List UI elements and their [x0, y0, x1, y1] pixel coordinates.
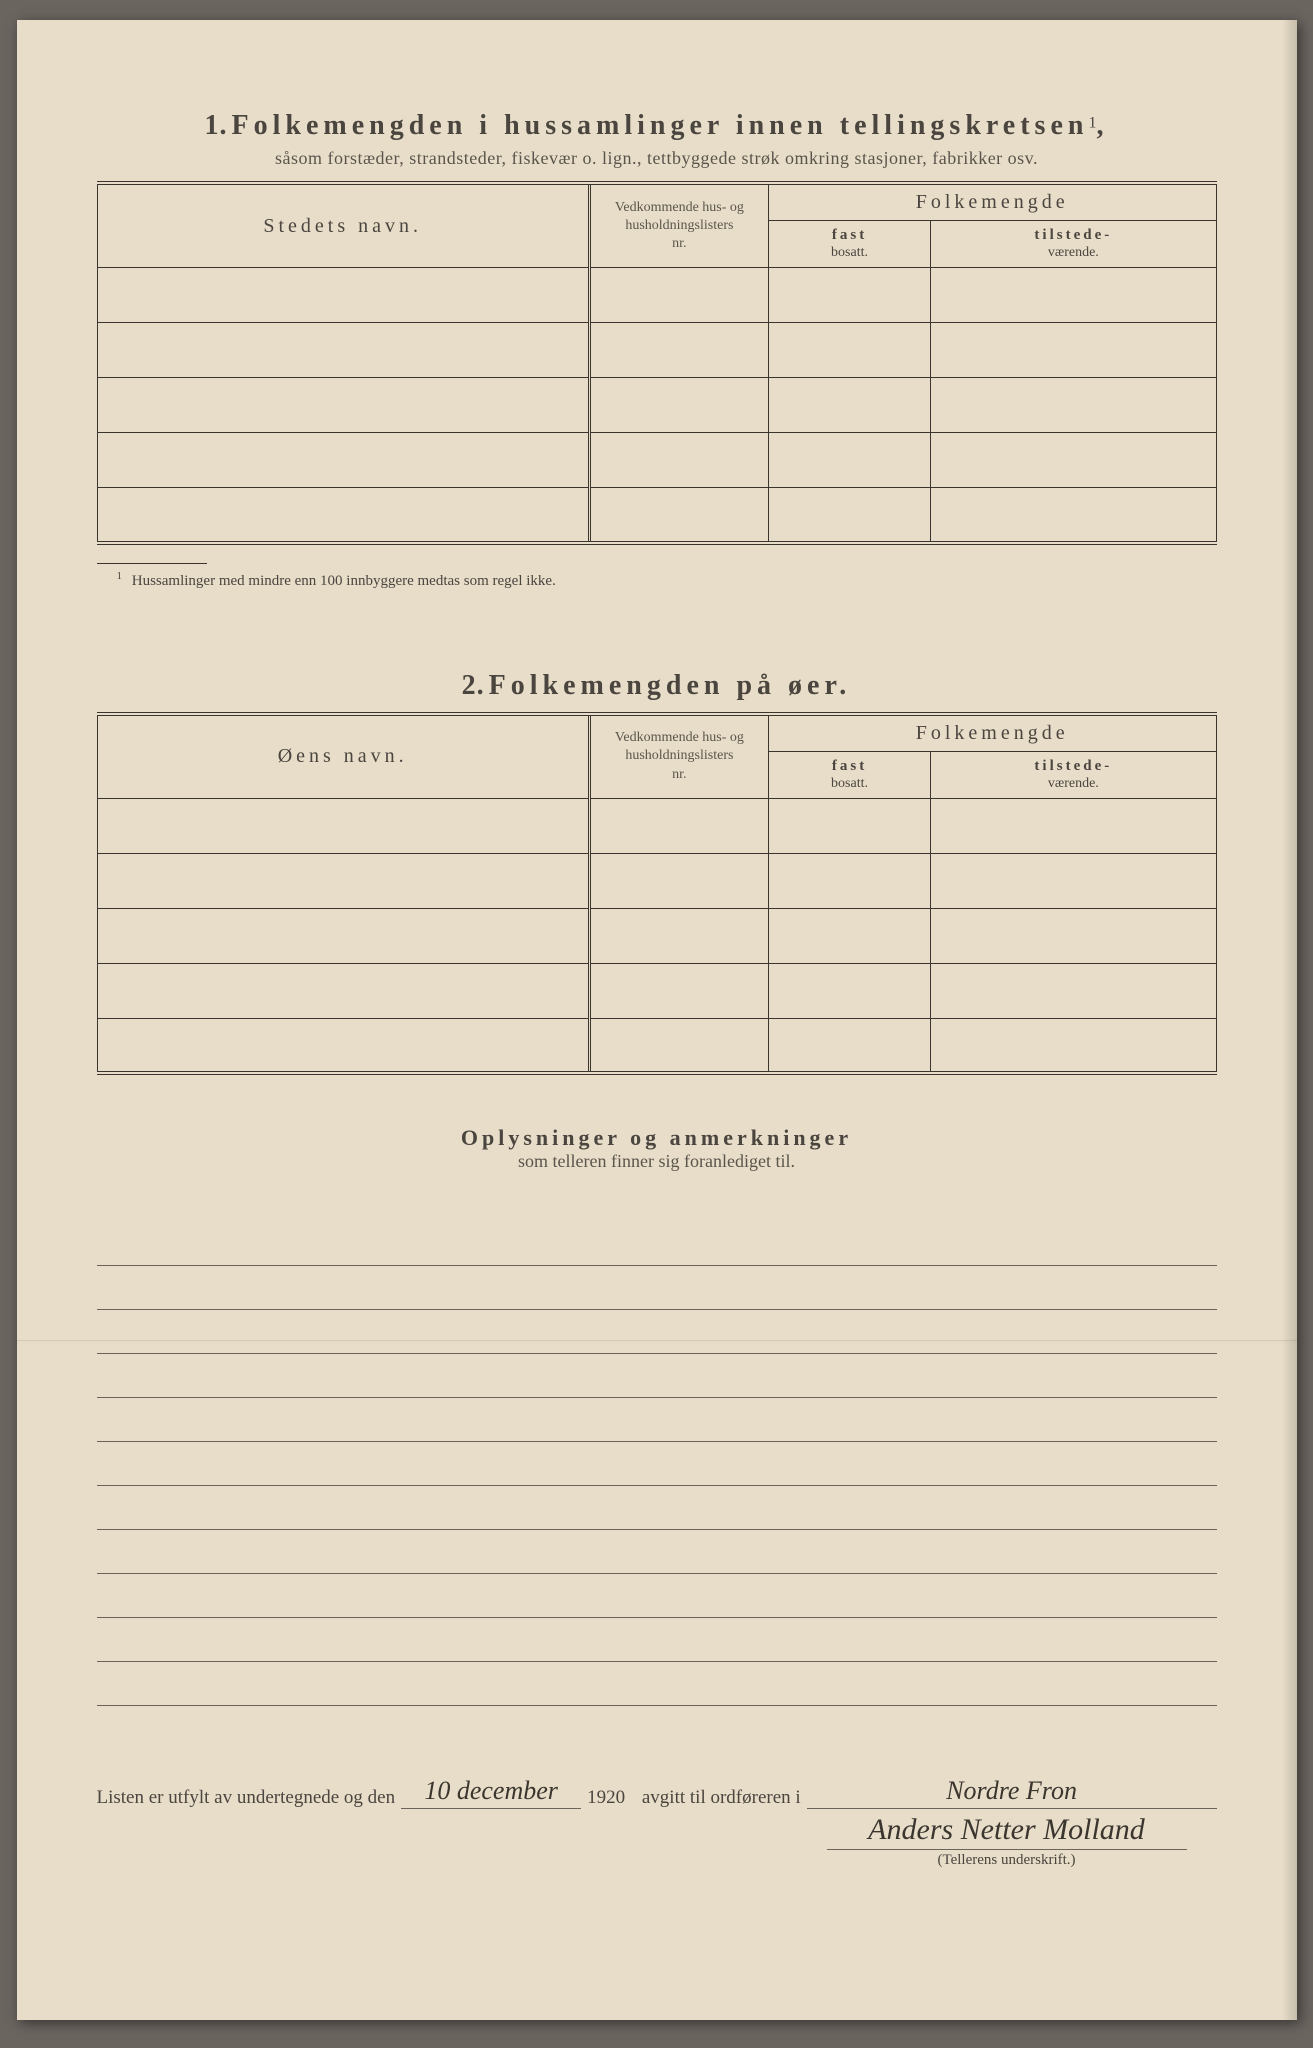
section2-table: Øens navn. Vedkommende hus- og husholdni…: [97, 712, 1217, 1076]
section3-title: Oplysninger og anmerkninger: [97, 1125, 1217, 1151]
col-vedkommende2: Vedkommende hus- og husholdningslisters …: [589, 714, 768, 799]
signature-name-handwritten: Anders Netter Molland: [827, 1813, 1187, 1850]
ruled-line: [97, 1574, 1217, 1618]
section2-number: 2.: [462, 670, 485, 701]
ruled-line: [97, 1618, 1217, 1662]
section1-title: 1. Folkemengden i hussamlinger innen tel…: [97, 110, 1217, 142]
col-stedets-navn: Stedets navn.: [97, 183, 589, 268]
ruled-line: [97, 1662, 1217, 1706]
document-page: 1. Folkemengden i hussamlinger innen tel…: [17, 20, 1297, 2020]
footnote-number: 1: [117, 570, 123, 582]
sig-date-handwritten: 10 december: [401, 1776, 581, 1809]
table-row: [97, 433, 1216, 488]
section2-title-text: Folkemengden på øer.: [489, 670, 852, 701]
footnote-rule: [97, 563, 207, 564]
table-row: [97, 798, 1216, 853]
col-tilstede2: tilstede-værende.: [931, 751, 1216, 798]
ruled-line: [97, 1530, 1217, 1574]
sig-mid: avgitt til ordføreren i: [642, 1787, 801, 1809]
table-row: [97, 488, 1216, 543]
signature-block: Anders Netter Molland (Tellerens undersk…: [827, 1813, 1187, 1869]
ruled-line: [97, 1442, 1217, 1486]
ruled-line: [97, 1486, 1217, 1530]
table-row: [97, 378, 1216, 433]
col-oens-navn: Øens navn.: [97, 714, 589, 799]
col-tilstede: tilstede-værende.: [931, 221, 1216, 268]
section2-title: 2. Folkemengden på øer.: [97, 670, 1217, 702]
section3-subtitle: som telleren finner sig foranlediget til…: [97, 1151, 1217, 1172]
signature-area: Listen er utfylt av undertegnede og den …: [97, 1776, 1217, 1809]
col-folkemengde: Folkemengde: [768, 183, 1216, 221]
ruled-line: [97, 1310, 1217, 1354]
section1-suffix: ,: [1096, 110, 1108, 141]
section2: 2. Folkemengden på øer. Øens navn. Vedko…: [97, 670, 1217, 1076]
sig-year: 1920: [587, 1787, 625, 1809]
section1-number: 1.: [205, 110, 228, 141]
table-row: [97, 1018, 1216, 1073]
ruled-line: [97, 1354, 1217, 1398]
table-row: [97, 323, 1216, 378]
ruled-line: [97, 1398, 1217, 1442]
table-row: [97, 268, 1216, 323]
signature-line: Listen er utfylt av undertegnede og den …: [97, 1776, 1217, 1809]
table-row: [97, 908, 1216, 963]
col-fast2: fastbosatt.: [768, 751, 930, 798]
signature-label: (Tellerens underskrift.): [827, 1852, 1187, 1869]
footnote: 1 Hussamlinger med mindre enn 100 innbyg…: [117, 570, 1217, 590]
col-folkemengde2: Folkemengde: [768, 714, 1216, 752]
section1-table: Stedets navn. Vedkommende hus- og hushol…: [97, 181, 1217, 545]
remark-lines: [97, 1222, 1217, 1706]
footnote-text: Hussamlinger med mindre enn 100 innbygge…: [132, 573, 556, 589]
section1-title-text: Folkemengden i hussamlinger innen tellin…: [232, 110, 1089, 141]
ruled-line: [97, 1266, 1217, 1310]
table-row: [97, 963, 1216, 1018]
col-vedkommende: Vedkommende hus- og husholdningslisters …: [589, 183, 768, 268]
table-row: [97, 853, 1216, 908]
ruled-line: [97, 1222, 1217, 1266]
section1-subtitle: såsom forstæder, strandsteder, fiskevær …: [97, 148, 1217, 169]
col-fast: fastbosatt.: [768, 221, 930, 268]
sig-place-handwritten: Nordre Fron: [807, 1776, 1217, 1809]
sig-prefix: Listen er utfylt av undertegnede og den: [97, 1787, 396, 1809]
